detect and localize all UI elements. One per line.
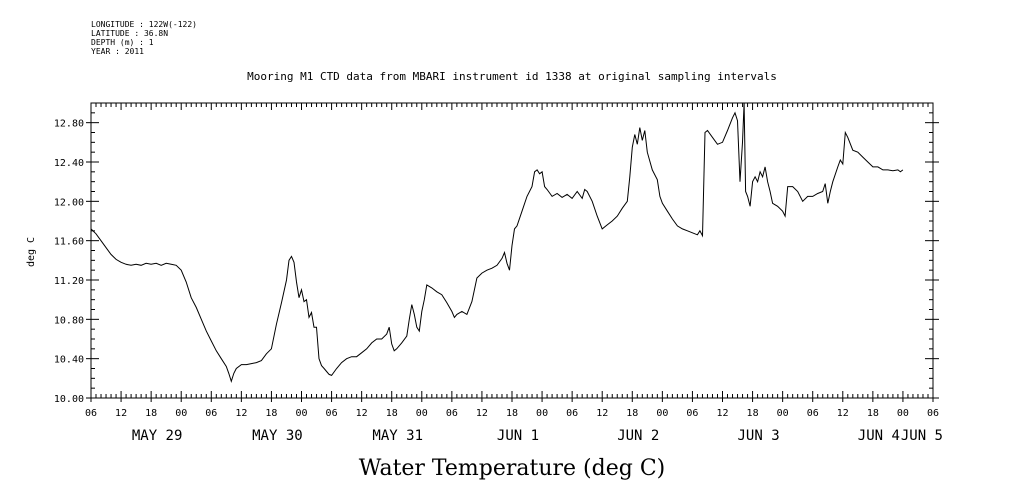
y-tick-label: 10.00: [54, 394, 84, 405]
y-tick-label: 12.80: [54, 119, 84, 130]
latitude-label: LATITUDE : 36.8N: [91, 29, 169, 38]
x-hour-label: 00: [777, 408, 789, 419]
x-hour-label: 06: [566, 408, 578, 419]
x-hour-label: 12: [356, 408, 368, 419]
x-hour-label: 12: [235, 408, 247, 419]
x-day-label: MAY 29: [132, 428, 183, 444]
x-hour-label: 06: [927, 408, 939, 419]
x-hour-label: 00: [897, 408, 909, 419]
y-tick-label: 11.60: [54, 237, 84, 248]
x-hour-label: 12: [716, 408, 728, 419]
x-hour-label: 00: [416, 408, 428, 419]
x-day-label: JUN 5: [901, 428, 943, 444]
x-hour-label: 06: [807, 408, 819, 419]
x-hour-label: 06: [205, 408, 217, 419]
depth-label: DEPTH (m) : 1: [91, 38, 154, 47]
x-hour-label: 18: [265, 408, 277, 419]
x-hour-label: 12: [596, 408, 608, 419]
y-tick-label: 12.40: [54, 158, 84, 169]
x-hour-label: 06: [686, 408, 698, 419]
x-hour-label: 18: [867, 408, 879, 419]
y-axis-label: deg C: [26, 237, 37, 267]
x-hour-label: 18: [626, 408, 638, 419]
chart-title: Mooring M1 CTD data from MBARI instrumen…: [247, 70, 777, 83]
y-tick-label: 11.20: [54, 276, 84, 287]
x-hour-label: 18: [386, 408, 398, 419]
y-tick-label: 10.40: [54, 355, 84, 366]
x-day-label: JUN 1: [497, 428, 539, 444]
x-hour-label: 12: [115, 408, 127, 419]
axis-tick-labels: 06 12 18 00 06 12 18 00 06 12 18 00 06 12 18 00 06 12 18 00…: [54, 119, 943, 444]
series-line: [90, 102, 904, 383]
x-hour-label: 00: [536, 408, 548, 419]
x-hour-label: 12: [476, 408, 488, 419]
x-hour-label: 18: [145, 408, 157, 419]
x-hour-label: 06: [326, 408, 338, 419]
y-tick-label: 10.80: [54, 315, 84, 326]
x-hour-label: 06: [85, 408, 97, 419]
x-hour-label: 00: [656, 408, 668, 419]
x-day-label: JUN 3: [737, 428, 779, 444]
x-hour-label: 18: [506, 408, 518, 419]
year-label: YEAR : 2011: [91, 47, 144, 56]
x-hour-label: 12: [837, 408, 849, 419]
x-day-label: JUN 2: [617, 428, 659, 444]
x-hour-label: 00: [295, 408, 307, 419]
longitude-label: LONGITUDE : 122W(-122): [91, 20, 197, 29]
x-hour-label: 06: [446, 408, 458, 419]
x-day-label: JUN 4: [858, 428, 900, 444]
x-axis-label: Water Temperature (deg C): [359, 456, 666, 481]
y-tick-label: 12.00: [54, 197, 84, 208]
x-day-label: MAY 31: [372, 428, 423, 444]
x-hour-label: 18: [747, 408, 759, 419]
series-layer: [90, 102, 904, 383]
x-hour-label: 00: [175, 408, 187, 419]
axis-ticks: [86, 102, 939, 402]
x-day-label: MAY 30: [252, 428, 303, 444]
